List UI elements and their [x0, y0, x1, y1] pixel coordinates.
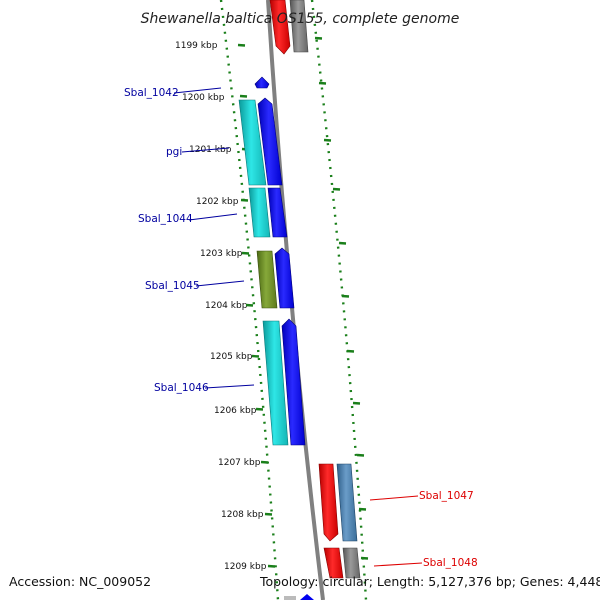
gene-sbal-1042[interactable]	[254, 76, 270, 89]
label-sbal-1046[interactable]: Sbal_1046	[154, 382, 209, 394]
tick-label-1207: 1207 kbp	[218, 458, 261, 468]
outer-tick-7	[352, 401, 361, 405]
outer-tick-5	[341, 294, 350, 298]
gene-features	[238, 0, 361, 600]
inner-tick-9	[264, 512, 273, 516]
outer-tick-10	[360, 556, 369, 560]
label-sbal-1044[interactable]: Sbal_1044	[138, 213, 193, 225]
gene-sbal-1045-olive[interactable]	[256, 250, 278, 309]
genome-summary-text: Topology: circular; Length: 5,127,376 bp…	[259, 574, 600, 589]
gene-sbal-1048-gray[interactable]	[342, 547, 361, 579]
gene-sbal-1047-red[interactable]	[318, 463, 339, 542]
outer-tick-2	[323, 138, 332, 142]
inner-tick-7	[255, 407, 264, 411]
tick-marks: 1199 kbp 1200 kbp 1201 kbp 1202 kbp 1203…	[175, 36, 369, 572]
inner-tick-0	[237, 43, 246, 47]
tick-label-1208: 1208 kbp	[221, 510, 264, 520]
gene-blue-bottom[interactable]	[300, 594, 314, 600]
label-sbal-1048[interactable]: Sbal_1048	[423, 557, 478, 569]
inner-tick-4	[241, 251, 250, 255]
leader-pgi	[181, 147, 230, 153]
inner-tick-8	[260, 460, 269, 464]
gene-sbal-1044-blue[interactable]	[267, 187, 288, 238]
tick-label-1200: 1200 kbp	[182, 93, 225, 103]
gene-sbal-1046-blue[interactable]	[281, 318, 306, 446]
outer-tick-1	[318, 81, 327, 85]
gene-sbal-1045-blue[interactable]	[274, 247, 295, 309]
tick-label-1209: 1209 kbp	[224, 562, 267, 572]
tick-label-1206: 1206 kbp	[214, 406, 257, 416]
outer-tick-3	[332, 187, 341, 191]
gene-sbal-1044-cyan[interactable]	[248, 187, 271, 238]
gene-sbal-1047-steel[interactable]	[336, 463, 358, 542]
inner-tick-3	[240, 198, 249, 202]
leader-sbal-1044	[188, 213, 238, 221]
inner-tick-6	[251, 354, 260, 358]
inner-tick-5	[245, 303, 254, 307]
gene-sbal-1046-cyan[interactable]	[262, 320, 289, 446]
label-pgi[interactable]: pgi	[166, 146, 182, 158]
leader-sbal-1042	[173, 87, 222, 94]
tick-label-1199: 1199 kbp	[175, 41, 218, 51]
outer-tick-8	[356, 453, 365, 457]
leader-sbal-1047	[369, 495, 419, 501]
outer-tick-9	[358, 507, 367, 511]
gene-gray-top[interactable]	[289, 0, 309, 53]
tick-label-1205: 1205 kbp	[210, 352, 253, 362]
gene-gray-bottom[interactable]	[284, 596, 296, 600]
leader-sbal-1045	[195, 280, 245, 287]
outer-tick-ring	[310, 0, 368, 600]
inner-tick-10	[267, 564, 276, 568]
tick-label-1203: 1203 kbp	[200, 249, 243, 259]
gene-pgi-blue[interactable]	[257, 97, 283, 186]
tick-label-1202: 1202 kbp	[196, 197, 239, 207]
gene-pgi-cyan[interactable]	[238, 99, 267, 186]
label-sbal-1045[interactable]: Sbal_1045	[145, 280, 200, 292]
leader-sbal-1046	[204, 384, 255, 389]
outer-tick-0	[314, 36, 323, 40]
label-sbal-1042[interactable]: Sbal_1042	[124, 87, 179, 99]
gene-sbal-1048-red[interactable]	[323, 547, 344, 579]
label-sbal-1047[interactable]: Sbal_1047	[419, 490, 474, 502]
outer-tick-6	[346, 349, 355, 353]
outer-tick-4	[338, 241, 347, 245]
gene-red-top[interactable]	[269, 0, 291, 55]
leader-sbal-1048	[373, 562, 423, 567]
inner-tick-1	[239, 94, 248, 98]
map-title: Shewanella baltica OS155, complete genom…	[141, 11, 460, 27]
tick-label-1204: 1204 kbp	[205, 301, 248, 311]
accession-text: Accession: NC_009052	[9, 574, 151, 589]
gene-labels: Sbal_1042 pgi Sbal_1044 Sbal_1045 Sbal_1…	[124, 87, 478, 569]
